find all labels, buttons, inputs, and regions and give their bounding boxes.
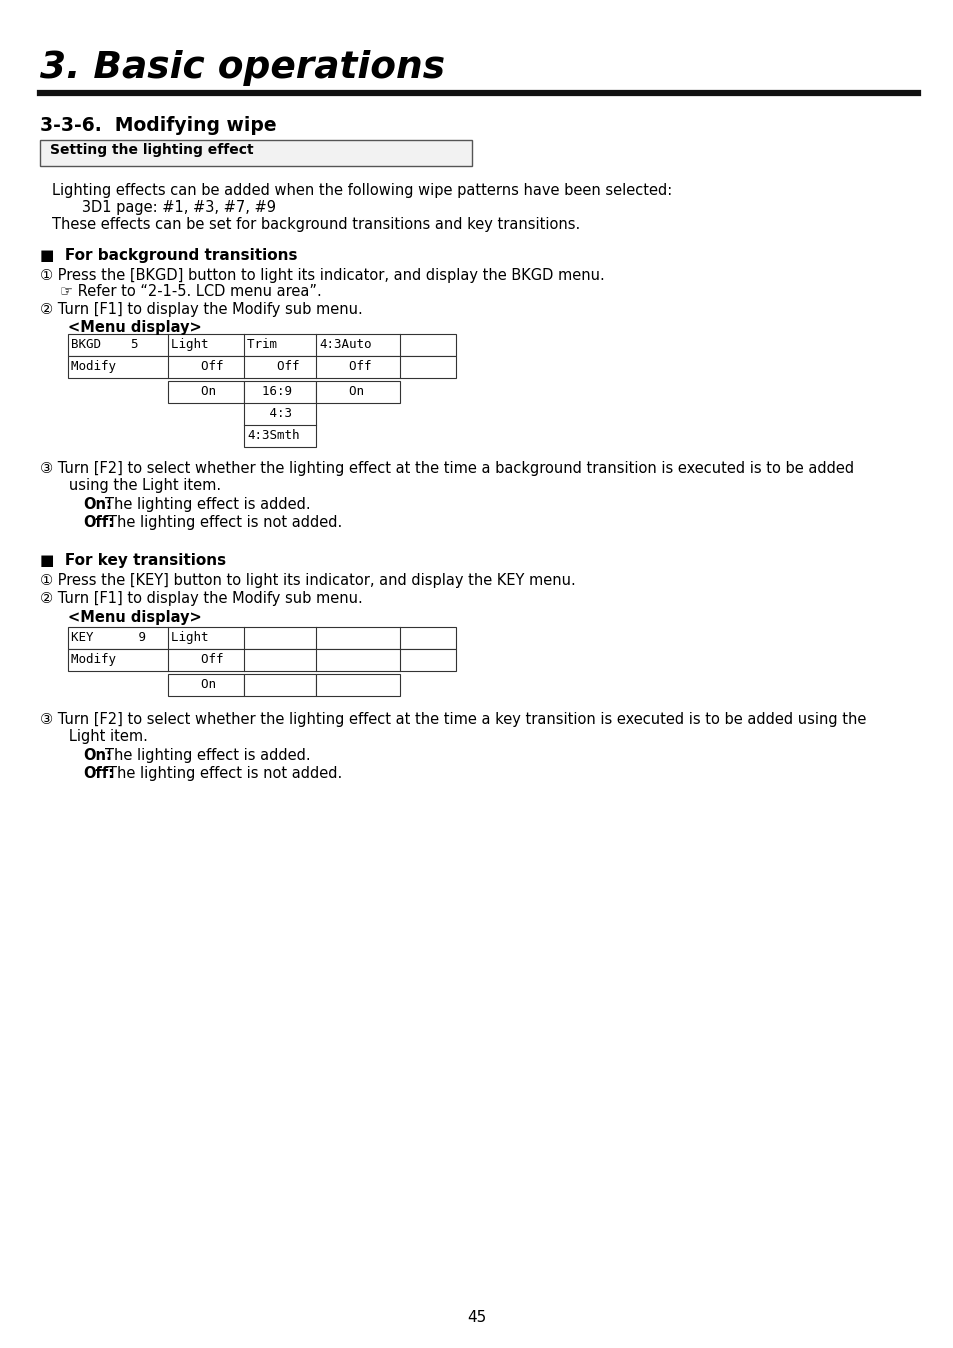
Bar bbox=[68, 627, 456, 648]
Text: 4:3Smth: 4:3Smth bbox=[247, 429, 299, 442]
Text: On: On bbox=[171, 678, 215, 692]
Text: Modify: Modify bbox=[71, 360, 131, 373]
Text: The lighting effect is added.: The lighting effect is added. bbox=[105, 748, 311, 763]
Text: Off: Off bbox=[318, 360, 371, 373]
Text: Off: Off bbox=[247, 360, 299, 373]
Text: Off: Off bbox=[171, 652, 223, 666]
Text: ■  For key transitions: ■ For key transitions bbox=[40, 553, 226, 568]
Bar bbox=[68, 648, 456, 671]
Text: 4:3Auto: 4:3Auto bbox=[318, 338, 371, 350]
Bar bbox=[68, 334, 456, 356]
Text: The lighting effect is not added.: The lighting effect is not added. bbox=[108, 766, 342, 780]
Text: The lighting effect is added.: The lighting effect is added. bbox=[105, 497, 311, 512]
Text: On:: On: bbox=[83, 748, 112, 763]
Text: ① Press the [KEY] button to light its indicator, and display the KEY menu.: ① Press the [KEY] button to light its in… bbox=[40, 573, 576, 588]
Text: ① Press the [BKGD] button to light its indicator, and display the BKGD menu.: ① Press the [BKGD] button to light its i… bbox=[40, 268, 604, 283]
Bar bbox=[68, 356, 456, 377]
Text: On: On bbox=[318, 386, 364, 398]
Text: ■  For background transitions: ■ For background transitions bbox=[40, 248, 297, 263]
Bar bbox=[40, 140, 472, 166]
Text: ③ Turn [F2] to select whether the lighting effect at the time a key transition i: ③ Turn [F2] to select whether the lighti… bbox=[40, 712, 865, 727]
Text: using the Light item.: using the Light item. bbox=[55, 479, 221, 493]
Bar bbox=[315, 674, 399, 696]
Text: 3-3-6.  Modifying wipe: 3-3-6. Modifying wipe bbox=[40, 116, 276, 135]
Text: 4:3: 4:3 bbox=[247, 407, 292, 421]
Text: Off:: Off: bbox=[83, 766, 114, 780]
Text: ② Turn [F1] to display the Modify sub menu.: ② Turn [F1] to display the Modify sub me… bbox=[40, 590, 362, 607]
Text: <Menu display>: <Menu display> bbox=[68, 319, 201, 336]
Text: BKGD    5: BKGD 5 bbox=[71, 338, 138, 350]
Text: 16:9: 16:9 bbox=[247, 386, 292, 398]
Text: ② Turn [F1] to display the Modify sub menu.: ② Turn [F1] to display the Modify sub me… bbox=[40, 302, 362, 317]
Text: 3. Basic operations: 3. Basic operations bbox=[40, 50, 445, 86]
Bar bbox=[168, 674, 244, 696]
Bar bbox=[315, 381, 399, 403]
Text: Trim: Trim bbox=[247, 338, 292, 350]
Text: ☞ Refer to “2-1-5. LCD menu area”.: ☞ Refer to “2-1-5. LCD menu area”. bbox=[60, 284, 321, 299]
Text: The lighting effect is not added.: The lighting effect is not added. bbox=[108, 515, 342, 530]
Text: On: On bbox=[171, 386, 215, 398]
Text: ③ Turn [F2] to select whether the lighting effect at the time a background trans: ③ Turn [F2] to select whether the lighti… bbox=[40, 461, 853, 476]
Text: <Menu display>: <Menu display> bbox=[68, 611, 201, 625]
Text: Setting the lighting effect: Setting the lighting effect bbox=[50, 143, 253, 156]
Bar bbox=[244, 381, 315, 448]
Bar bbox=[244, 674, 315, 696]
Text: Off:: Off: bbox=[83, 515, 114, 530]
Text: Light: Light bbox=[171, 338, 215, 350]
Text: KEY      9: KEY 9 bbox=[71, 631, 146, 644]
Text: Light: Light bbox=[171, 631, 215, 644]
Text: Off: Off bbox=[171, 360, 223, 373]
Bar bbox=[168, 381, 244, 403]
Text: 45: 45 bbox=[467, 1310, 486, 1325]
Text: These effects can be set for background transitions and key transitions.: These effects can be set for background … bbox=[52, 217, 579, 232]
Text: Light item.: Light item. bbox=[55, 729, 148, 744]
Text: 3D1 page: #1, #3, #7, #9: 3D1 page: #1, #3, #7, #9 bbox=[68, 200, 275, 214]
Text: Lighting effects can be added when the following wipe patterns have been selecte: Lighting effects can be added when the f… bbox=[52, 183, 672, 198]
Text: Modify: Modify bbox=[71, 652, 131, 666]
Text: On:: On: bbox=[83, 497, 112, 512]
